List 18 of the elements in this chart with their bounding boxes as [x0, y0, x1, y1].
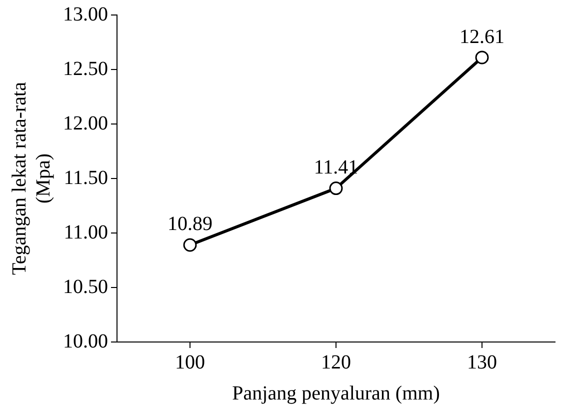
- y-tick-label: 10.50: [63, 276, 108, 298]
- y-tick-label: 11.50: [64, 166, 108, 189]
- y-tick-label: 10.00: [63, 330, 108, 352]
- y-tick-label: 12.50: [63, 58, 108, 80]
- y-tick-label: 11.00: [64, 221, 108, 244]
- x-tick-label: 100: [175, 351, 205, 374]
- y-tick-label: 13.00: [63, 3, 108, 26]
- x-tick-label: 130: [467, 351, 497, 374]
- point: [183, 238, 197, 252]
- data-label: 12.61: [460, 26, 504, 48]
- x-axis-title: Panjang penyaluran (mm): [232, 382, 440, 404]
- data-label: 11.41: [314, 156, 358, 179]
- data-label: 10.89: [168, 213, 212, 236]
- point: [329, 182, 343, 196]
- point: [475, 50, 489, 64]
- y-tick-label: 12.00: [63, 112, 108, 134]
- y-axis-title: Tegangan lekat rata-rata (Mpa): [8, 82, 54, 275]
- x-tick-label: 120: [321, 351, 351, 374]
